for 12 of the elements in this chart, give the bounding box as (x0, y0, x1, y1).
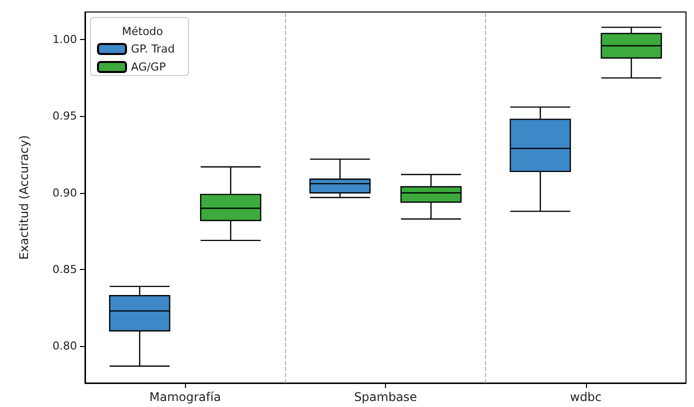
y-tick-label: 1.00 (52, 33, 77, 46)
y-tick-label: 0.80 (52, 340, 77, 353)
y-axis-title: Exactitud (Accuracy) (17, 135, 31, 260)
x-tick-label: wdbc (570, 390, 602, 404)
x-tick-label: Spambase (354, 390, 417, 404)
legend-label: AG/GP (131, 60, 166, 74)
x-tick-label: Mamografía (149, 390, 221, 404)
y-tick-label: 0.95 (52, 110, 77, 123)
y-tick-label: 0.90 (52, 186, 77, 200)
legend-title: Método (122, 25, 164, 38)
y-tick-label: 0.85 (52, 263, 77, 276)
legend-label: GP. Trad (131, 42, 175, 56)
